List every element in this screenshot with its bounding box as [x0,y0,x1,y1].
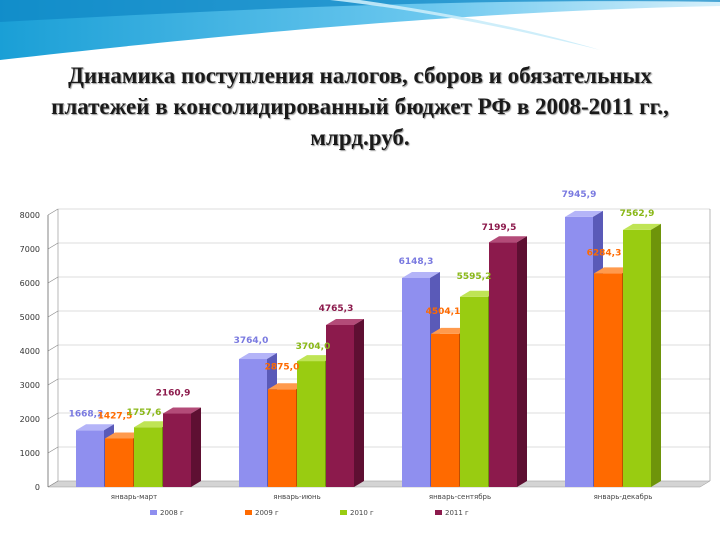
data-label: 4765,3 [319,304,354,314]
y-tick-label: 2000 [20,415,40,424]
decorative-swoosh [0,0,720,60]
bar-top [239,353,277,360]
bar-front [402,277,430,487]
bar-side [651,223,661,488]
data-label: 7562,9 [620,209,655,219]
y-tick-label: 6000 [20,279,40,288]
bar-top [326,318,364,325]
y-tick-label: 0 [35,483,40,492]
bar-side [354,318,364,487]
bar-front [105,438,133,487]
bar-front [565,216,593,487]
bar-front [268,389,296,487]
bar-top [623,223,661,230]
bar-side [517,236,527,487]
legend-swatch [340,510,347,515]
grid-line-depth [47,344,59,352]
bar-top [565,210,603,217]
data-label: 6284,3 [587,248,622,258]
grid-line-depth [47,310,59,318]
bar-top [105,432,143,439]
bar [623,223,661,488]
x-category-label: январь-март [111,493,157,501]
y-tick-label: 5000 [20,313,40,322]
bar [163,407,201,487]
legend: 2008 г 2009 г 2010 г 2011 г [150,509,469,517]
data-label: 3704,0 [296,342,331,352]
bar-top [460,290,498,297]
data-label: 1757,6 [127,408,162,418]
data-label: 7199,5 [482,223,517,233]
bar [326,318,364,487]
y-tick-label: 7000 [20,245,40,254]
grid-line-depth [47,242,59,250]
bar-top [402,271,440,278]
y-axis: 0 1000 2000 3000 4000 5000 6000 7000 8000 [20,209,711,492]
data-label: 6148,3 [399,257,434,267]
data-label: 3764,0 [234,336,269,346]
bar-front [297,361,325,487]
legend-label: 2010 г [350,509,374,517]
bar-top [268,383,306,390]
y-tick-label: 1000 [20,449,40,458]
bar-front [623,229,651,488]
x-axis: январь-март январь-июнь январь-сентябрь янв… [111,493,653,501]
data-label: 4504,1 [426,307,461,317]
data-label: 1668,2 [69,409,104,419]
grid-line-depth [47,208,59,216]
data-label: 7945,9 [562,190,597,200]
bar-front [326,324,354,487]
grid-line-depth [47,378,59,386]
bar-top [594,267,632,274]
bar-top [134,421,172,428]
legend-swatch [435,510,442,515]
y-tick-label: 3000 [20,381,40,390]
legend-label: 2009 г [255,509,279,517]
page-title: Динамика поступления налогов, сборов и о… [51,63,669,150]
bar-top [297,355,335,362]
data-label: 1427,5 [98,411,133,421]
bars [76,210,661,488]
x-category-label: январь-декабрь [594,493,653,501]
bar-top [76,424,114,431]
y-tick-label: 8000 [20,211,40,220]
bar-front [489,242,517,487]
bar-top [489,236,527,243]
bar-front [431,333,459,487]
data-label: 2160,9 [156,389,191,399]
bar-front [163,413,191,487]
y-tick-label: 4000 [20,347,40,356]
bar-front [460,296,488,487]
legend-label: 2011 г [445,509,469,517]
data-label: 5595,2 [457,272,492,282]
legend-swatch [245,510,252,515]
legend-swatch [150,510,157,515]
grid-line-depth [47,276,59,284]
bar-top [163,407,201,414]
data-label: 2875,0 [265,362,300,372]
bar-front [239,359,267,487]
bar-side [191,407,201,487]
grid-line-depth [47,446,59,454]
bar-front [134,427,162,487]
bar-top [431,327,469,334]
grid-line-depth [47,412,59,420]
grid-line-depth [47,480,59,488]
bar-front [594,273,622,487]
legend-label: 2008 г [160,509,184,517]
bar-front [76,430,104,487]
x-category-label: январь-сентябрь [429,493,491,501]
x-category-label: январь-июнь [273,493,320,501]
bar [489,236,527,487]
